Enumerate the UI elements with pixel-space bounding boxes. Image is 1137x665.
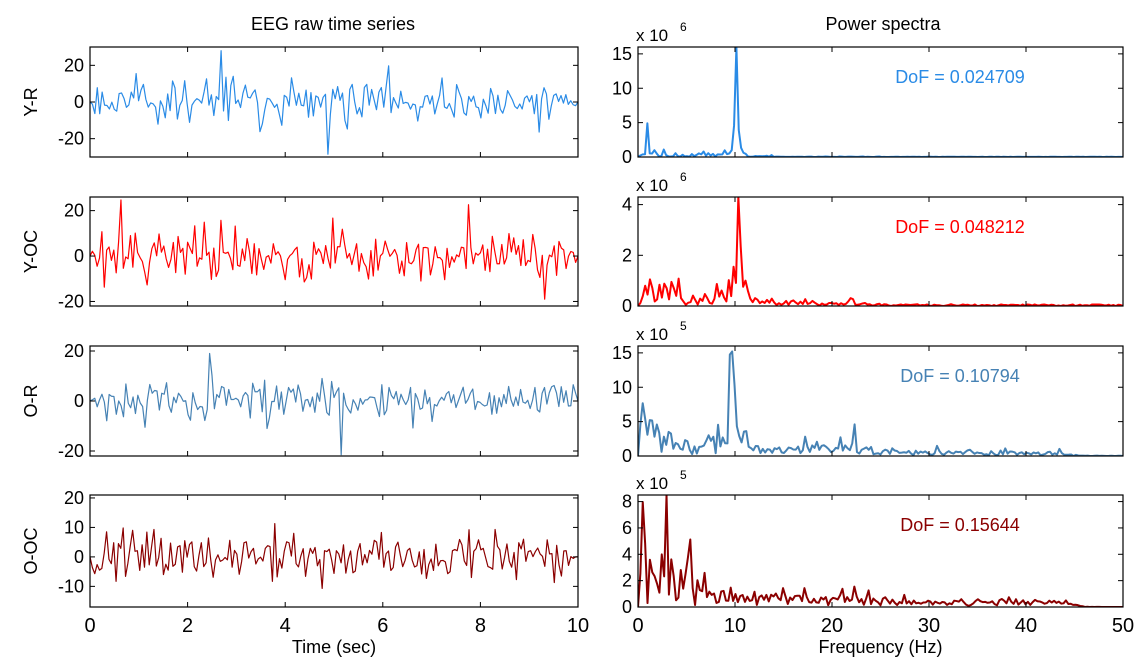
y-tick-label: 20 <box>64 488 84 508</box>
series-line <box>90 352 578 456</box>
y-tick-label: -20 <box>58 441 84 461</box>
y-tick-label: 2 <box>622 571 632 591</box>
x-tick-label: 10 <box>724 615 746 637</box>
x-tick-label: 4 <box>280 615 291 637</box>
y-tick-label: 20 <box>64 341 84 361</box>
y-tick-label: -10 <box>58 576 84 596</box>
x-tick-label: 50 <box>1112 615 1134 637</box>
x-tick-label: 2 <box>182 615 193 637</box>
scale-multiplier: x 10 <box>636 176 668 195</box>
left-column-title: EEG raw time series <box>251 14 415 34</box>
y-tick-label: 4 <box>622 195 632 215</box>
plot-frame <box>89 345 579 457</box>
series-line <box>90 199 578 300</box>
y-tick-label: 0 <box>74 547 84 567</box>
scale-multiplier: x 10 <box>636 26 668 45</box>
panel-spectrum-3: 0 5 10 15x 10 5 DoF = 0.10794 <box>612 319 1124 466</box>
dof-annotation: DoF = 0.048212 <box>895 217 1025 237</box>
scale-exponent: 5 <box>680 319 687 333</box>
y-axis-label: O-R <box>21 385 41 418</box>
dof-annotation: DoF = 0.15644 <box>900 515 1020 535</box>
y-axis-label: Y-R <box>21 87 41 116</box>
y-tick-label: 0 <box>622 296 632 316</box>
y-tick-label: 0 <box>622 147 632 167</box>
series-line <box>638 197 1123 306</box>
x-tick-label: 8 <box>475 615 486 637</box>
y-tick-label: 2 <box>622 245 632 265</box>
y-tick-label: 5 <box>622 113 632 133</box>
plot-frame <box>89 196 579 307</box>
y-axis-label: Y-OC <box>21 230 41 273</box>
scale-multiplier: x 10 <box>636 325 668 344</box>
x-tick-label: 0 <box>632 615 643 637</box>
x-tick-label: 0 <box>84 615 95 637</box>
x-tick-label: 6 <box>377 615 388 637</box>
plot-frame <box>637 196 1124 307</box>
series-line <box>90 522 578 590</box>
x-tick-label: 30 <box>918 615 940 637</box>
panel-spectrum-4: 0 2 4 6 8 0 10 20 30 40 50 Frequency (Hz) x 10 5 DoF =… <box>622 468 1134 657</box>
y-tick-label: 0 <box>74 246 84 266</box>
y-tick-label: 4 <box>622 544 632 564</box>
y-tick-label: 5 <box>622 412 632 432</box>
panel-timeseries-3: -20 0 20 O-R <box>21 341 579 461</box>
x-tick-label: 40 <box>1015 615 1037 637</box>
series-line <box>90 50 578 155</box>
y-tick-label: 10 <box>612 377 632 397</box>
x-tick-label: 10 <box>567 615 589 637</box>
panel-spectrum-2: 0 2 4x 10 6 DoF = 0.048212 <box>622 170 1124 316</box>
y-tick-label: 20 <box>64 201 84 221</box>
y-tick-label: 15 <box>612 343 632 363</box>
scale-exponent: 5 <box>680 468 687 482</box>
series-line <box>638 350 1123 456</box>
x-tick-label: 20 <box>821 615 843 637</box>
series-line <box>638 495 1123 607</box>
plot-frame <box>637 345 1124 457</box>
y-axis-label: O-OC <box>21 528 41 575</box>
right-column-title: Power spectra <box>825 14 941 34</box>
y-tick-label: 6 <box>622 518 632 538</box>
dof-annotation: DoF = 0.10794 <box>900 366 1020 386</box>
y-tick-label: 15 <box>612 44 632 64</box>
scale-multiplier: x 10 <box>636 474 668 493</box>
panel-timeseries-2: -20 0 20 Y-OC <box>21 196 579 311</box>
scale-exponent: 6 <box>680 20 687 34</box>
dof-annotation: DoF = 0.024709 <box>895 67 1025 87</box>
y-tick-label: 8 <box>622 492 632 512</box>
plot-frame <box>637 46 1124 158</box>
y-tick-label: 0 <box>74 92 84 112</box>
panel-timeseries-1: -20 0 20 Y-R <box>21 46 579 158</box>
plot-frame <box>637 494 1124 608</box>
plot-frame <box>89 494 579 608</box>
y-tick-label: 0 <box>74 391 84 411</box>
y-tick-label: 20 <box>64 55 84 75</box>
scale-exponent: 6 <box>680 170 687 184</box>
x-axis-label: Frequency (Hz) <box>818 637 942 657</box>
panel-spectrum-1: 0 5 10 15x 10 6 DoF = 0.024709 <box>612 20 1124 167</box>
x-axis-label: Time (sec) <box>292 637 376 657</box>
y-tick-label: -20 <box>58 129 84 149</box>
y-tick-label: 0 <box>622 597 632 617</box>
series-line <box>638 47 1123 157</box>
y-tick-label: -20 <box>58 291 84 311</box>
y-tick-label: 10 <box>64 517 84 537</box>
y-tick-label: 0 <box>622 446 632 466</box>
plot-frame <box>89 46 579 158</box>
y-tick-label: 10 <box>612 78 632 98</box>
